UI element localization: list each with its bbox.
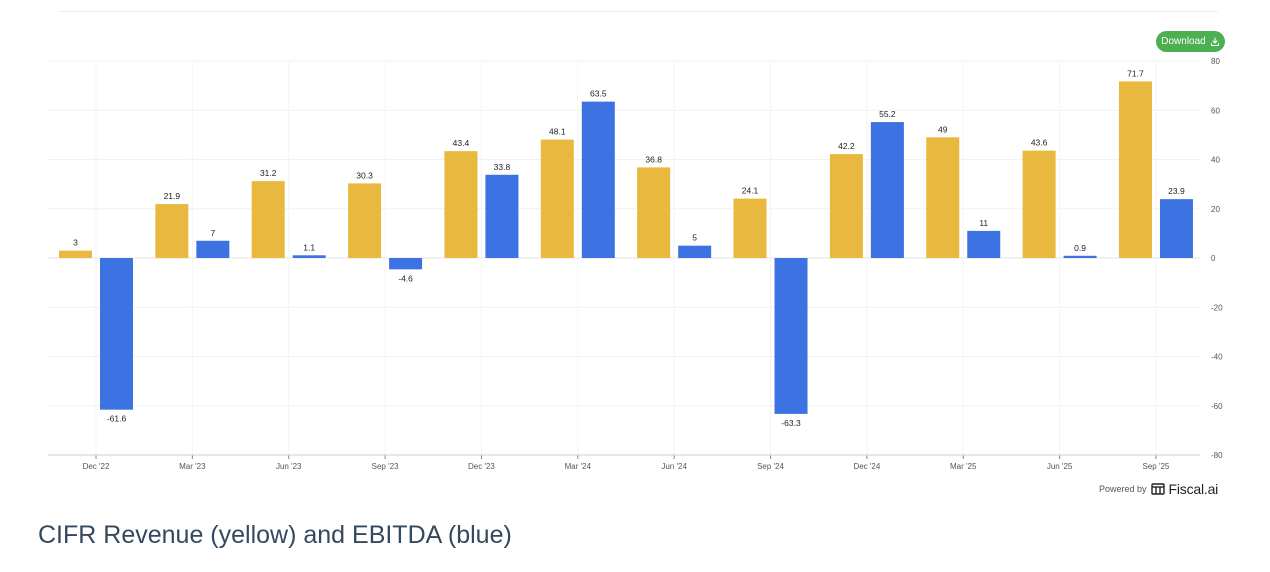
revenue-bar <box>444 151 478 258</box>
x-tick-label: Dec '23 <box>468 462 495 471</box>
data-label: -63.3 <box>781 418 801 428</box>
y-tick-label: -20 <box>1211 303 1223 312</box>
y-tick-label: 80 <box>1211 57 1220 66</box>
x-tick-label: Jun '24 <box>661 462 687 471</box>
powered-by-footer: Powered by Fiscal.ai <box>1099 480 1218 498</box>
data-label: 24.1 <box>742 186 759 196</box>
top-divider <box>60 11 1218 12</box>
download-icon <box>1210 36 1219 46</box>
ebitda-bar <box>100 258 133 410</box>
ebitda-bar <box>870 122 904 258</box>
revenue-bar <box>251 181 285 258</box>
fiscal-logo-icon <box>1150 483 1165 495</box>
data-label: 43.6 <box>1031 138 1048 148</box>
y-tick-label: 60 <box>1211 106 1220 115</box>
x-tick-label: Dec '22 <box>83 462 110 471</box>
ebitda-bar <box>196 240 230 258</box>
revenue-bar <box>1022 150 1056 258</box>
x-tick-label: Dec '24 <box>853 462 880 471</box>
y-tick-label: 0 <box>1211 254 1216 263</box>
data-label: 30.3 <box>356 170 373 180</box>
data-label: 63.5 <box>590 89 607 99</box>
x-tick-label: Sep '25 <box>1143 462 1170 471</box>
revenue-bar <box>348 183 382 258</box>
y-tick-label: -60 <box>1211 402 1223 411</box>
data-label: 55.2 <box>879 109 896 119</box>
powered-by-label: Powered by <box>1099 484 1147 494</box>
ebitda-bar <box>292 255 326 258</box>
data-label: 23.9 <box>1168 186 1185 196</box>
chart-caption: CIFR Revenue (yellow) and EBITDA (blue) <box>38 521 512 549</box>
y-tick-label: 40 <box>1211 156 1220 165</box>
data-label: 3 <box>73 238 78 248</box>
data-label: 21.9 <box>164 191 181 201</box>
x-tick-label: Mar '24 <box>565 462 592 471</box>
data-label: 5 <box>692 233 697 243</box>
data-label: -61.6 <box>107 414 127 424</box>
data-label: 36.8 <box>645 154 662 164</box>
data-label: 71.7 <box>1127 68 1144 78</box>
ebitda-bar <box>678 245 712 258</box>
x-tick-label: Jun '23 <box>276 462 302 471</box>
revenue-bar <box>926 137 960 258</box>
revenue-bar <box>540 139 574 258</box>
ebitda-bar <box>485 174 519 258</box>
ebitda-bar <box>581 101 615 258</box>
revenue-bar <box>1118 81 1152 258</box>
data-label: 0.9 <box>1074 243 1086 253</box>
data-label: 7 <box>210 228 215 238</box>
revenue-bar <box>733 198 767 258</box>
download-button[interactable]: Download <box>1156 31 1225 52</box>
data-label: 31.2 <box>260 168 277 178</box>
data-label: 33.8 <box>494 162 511 172</box>
ebitda-bar <box>774 258 808 414</box>
bar-chart: 80 60 40 20 0 -20 -40 -60 -80 Dec '22 Mar '23 Jun '… <box>48 57 1223 471</box>
download-label: Download <box>1161 36 1206 47</box>
fiscal-brand-name: Fiscal.ai <box>1168 481 1219 497</box>
y-tick-label: 20 <box>1211 205 1220 214</box>
ebitda-bar <box>967 230 1001 258</box>
data-label: 48.1 <box>549 127 566 137</box>
revenue-bar <box>155 204 189 258</box>
data-label: -4.6 <box>398 273 413 283</box>
data-label: 49 <box>938 124 948 134</box>
y-tick-label: -40 <box>1211 353 1223 362</box>
revenue-bar <box>59 250 92 258</box>
data-label: 11 <box>979 218 988 228</box>
ebitda-bar <box>389 258 423 270</box>
data-label: 42.2 <box>838 141 855 151</box>
ebitda-bar <box>1063 255 1097 258</box>
x-tick-label: Sep '23 <box>372 462 399 471</box>
revenue-bar <box>829 154 863 258</box>
revenue-bar <box>637 167 671 258</box>
x-tick-label: Jun '25 <box>1047 462 1073 471</box>
ebitda-bar <box>1159 199 1193 258</box>
data-label: 1.1 <box>303 242 315 252</box>
x-tick-label: Mar '23 <box>179 462 206 471</box>
data-label: 43.4 <box>453 138 470 148</box>
y-tick-label: -80 <box>1211 451 1223 460</box>
x-tick-label: Sep '24 <box>757 462 784 471</box>
x-tick-label: Mar '25 <box>950 462 977 471</box>
